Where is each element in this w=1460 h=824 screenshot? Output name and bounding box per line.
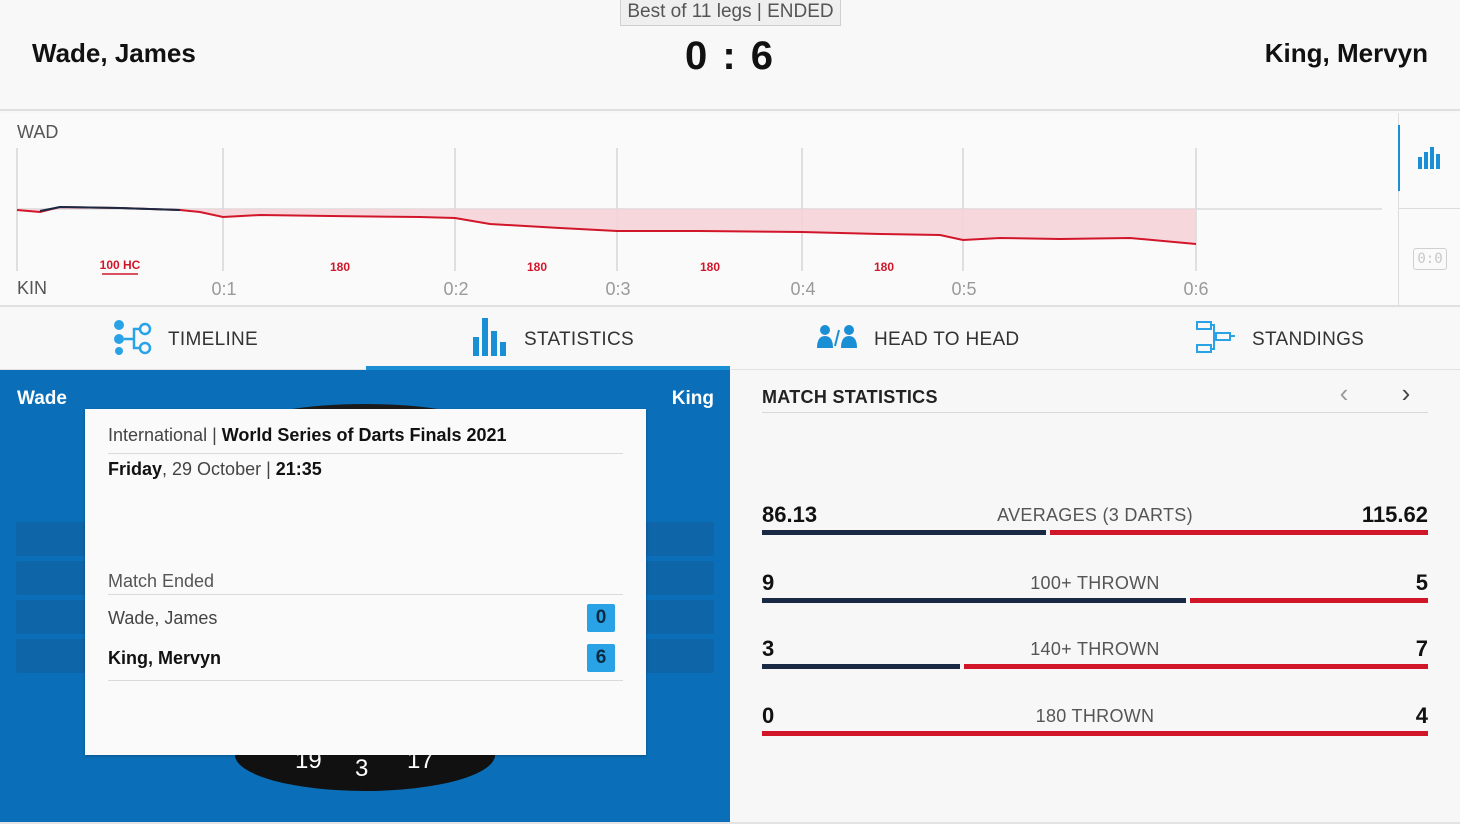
head-to-head-icon <box>816 324 858 356</box>
stat-row-averages: 86.13 AVERAGES (3 DARTS) 115.62 <box>762 502 1428 542</box>
stat-row-100-plus: 9 100+ THROWN 5 <box>762 570 1428 610</box>
card-away-player[interactable]: King, Mervyn <box>108 648 222 668</box>
tab-head-to-head[interactable]: HEAD TO HEAD <box>816 309 1019 370</box>
annotation-180: 180 <box>874 260 894 274</box>
match-header: Best of 11 legs | ENDED Wade, James 0 : … <box>0 0 1460 111</box>
match-info-card: International | World Series of Darts Fi… <box>85 409 646 755</box>
stat-home-bar <box>762 664 960 669</box>
standings-icon <box>1196 320 1236 360</box>
stat-home-value: 3 <box>762 636 775 661</box>
card-divider <box>108 453 623 454</box>
statistics-icon <box>470 317 508 363</box>
match-format-badge: Best of 11 legs | ENDED <box>620 0 841 26</box>
match-score: 0 : 6 <box>684 34 776 78</box>
away-legs-badge: 6 <box>587 644 615 672</box>
stat-home-value: 0 <box>762 703 775 728</box>
match-datetime: Friday, 29 October | 21:35 <box>108 459 322 480</box>
reset-zoom-button[interactable]: 0:0 <box>1413 248 1447 270</box>
stats-header-divider <box>762 412 1428 413</box>
stat-away-bar <box>1190 598 1428 603</box>
dartboard-bottom: 19 3 17 <box>235 747 495 791</box>
match-statistics-title: MATCH STATISTICS <box>762 387 938 407</box>
x-tick: 0:3 <box>605 279 630 299</box>
x-tick: 0:5 <box>951 279 976 299</box>
board-player-right: King <box>671 388 714 409</box>
match-date: , 29 October | <box>162 459 276 479</box>
x-tick: 0:4 <box>790 279 815 299</box>
page-bottom-border <box>0 822 1460 824</box>
tab-statistics[interactable]: STATISTICS <box>470 309 634 370</box>
tab-timeline[interactable]: TIMELINE <box>112 309 258 370</box>
stat-label: 100+ THROWN <box>1030 573 1160 593</box>
chevron-right-icon[interactable]: › <box>1401 378 1411 408</box>
home-legs-badge: 0 <box>587 604 615 632</box>
chevron-left-icon[interactable]: ‹ <box>1339 378 1349 408</box>
home-player-name[interactable]: Wade, James <box>32 38 196 68</box>
board-player-left: Wade <box>17 388 67 409</box>
annotation-180: 180 <box>527 260 547 274</box>
tab-label: HEAD TO HEAD <box>874 328 1020 350</box>
stat-away-bar <box>1050 530 1428 535</box>
tab-bar: TIMELINE STATISTICS <box>0 309 1460 370</box>
tab-label: STANDINGS <box>1252 328 1365 350</box>
stat-home-value: 86.13 <box>762 502 818 527</box>
tab-label: STATISTICS <box>524 328 634 350</box>
timeline-icon <box>112 318 152 362</box>
board-number: 3 <box>355 755 369 782</box>
stat-away-value: 7 <box>1415 636 1428 661</box>
card-home-player[interactable]: Wade, James <box>108 608 218 628</box>
match-day: Friday <box>108 459 163 479</box>
side-divider <box>1399 208 1460 209</box>
card-divider <box>108 680 623 681</box>
x-tick: 0:1 <box>211 279 236 299</box>
chart-area-fill <box>17 207 1196 244</box>
match-time: 21:35 <box>275 459 322 479</box>
stat-row-180: 0 180 THROWN 4 <box>762 703 1428 743</box>
match-status: Match Ended <box>108 571 215 591</box>
momentum-chart: WAD KIN 0:1 0:2 0:3 0:4 0:5 0:6 100 HC 1… <box>0 113 1460 307</box>
stat-row-140-plus: 3 140+ THROWN 7 <box>762 636 1428 676</box>
competition-prefix: International | <box>108 425 222 445</box>
stat-away-value: 115.62 <box>1361 502 1428 527</box>
stat-away-bar <box>964 664 1428 669</box>
x-tick: 0:6 <box>1183 279 1208 299</box>
chart-side-panel: 0:0 <box>1398 113 1460 307</box>
tab-standings[interactable]: STANDINGS <box>1196 309 1364 370</box>
card-divider <box>108 594 623 595</box>
momentum-chart-svg: WAD KIN 0:1 0:2 0:3 0:4 0:5 0:6 100 HC 1… <box>16 122 1382 299</box>
stat-away-value: 4 <box>1415 703 1428 728</box>
stat-home-bar <box>762 530 1046 535</box>
stat-label: AVERAGES (3 DARTS) <box>997 505 1193 525</box>
competition-title: International | World Series of Darts Fi… <box>108 425 507 446</box>
chart-top-label: WAD <box>17 122 58 142</box>
momentum-line-home <box>39 205 181 212</box>
stat-home-value: 9 <box>762 570 775 595</box>
stat-home-bar <box>762 598 1186 603</box>
chart-bottom-label: KIN <box>17 278 47 298</box>
dartboard-top <box>255 404 475 424</box>
annotation-100hc: 100 HC <box>100 258 141 272</box>
side-active-indicator <box>1398 125 1400 191</box>
annotation-180: 180 <box>700 260 720 274</box>
stat-label: 180 THROWN <box>1035 706 1155 726</box>
competition-name[interactable]: World Series of Darts Finals 2021 <box>221 425 507 445</box>
annotation-180: 180 <box>330 260 350 274</box>
stat-away-value: 5 <box>1415 570 1428 595</box>
stat-away-bar <box>762 731 1428 736</box>
bar-chart-icon[interactable] <box>1416 145 1444 171</box>
tab-label: TIMELINE <box>168 328 259 350</box>
active-tab-indicator <box>366 366 730 370</box>
match-statistics-panel: MATCH STATISTICS ‹ › 86.13 AVERAGES (3 D… <box>730 370 1460 824</box>
x-tick: 0:2 <box>443 279 468 299</box>
stat-label: 140+ THROWN <box>1030 639 1160 659</box>
away-player-name[interactable]: King, Mervyn <box>1264 38 1428 68</box>
